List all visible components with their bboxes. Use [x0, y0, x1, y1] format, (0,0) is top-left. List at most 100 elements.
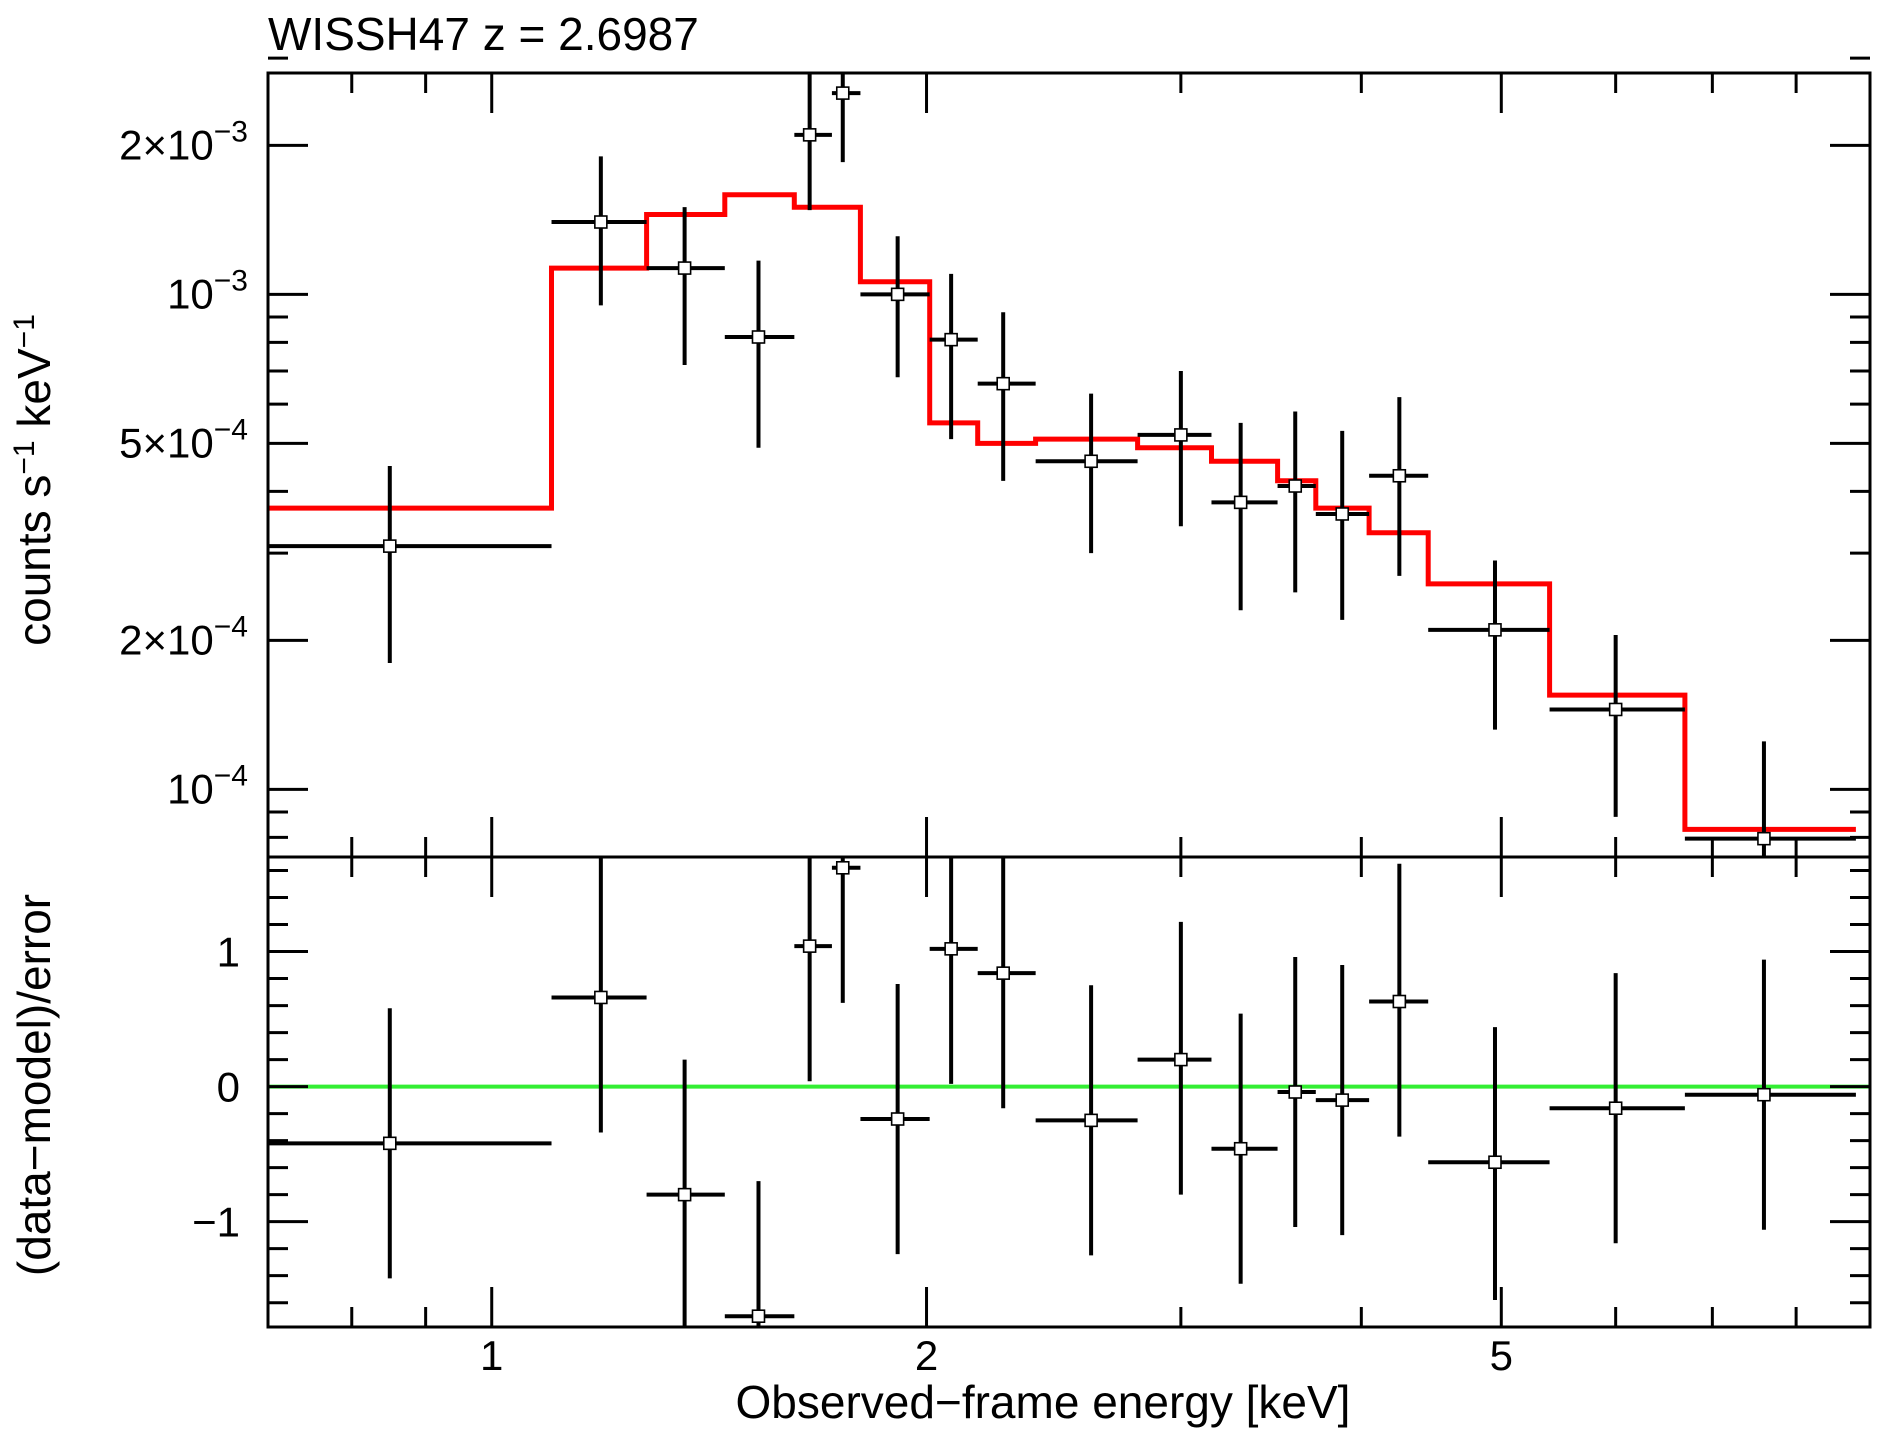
- y-tick-mantissa: 10: [167, 765, 214, 812]
- y-label-kev-exponent: −1: [8, 314, 41, 348]
- residual-point-13: [1277, 956, 1316, 1228]
- residual-point-6: [831, 857, 861, 1003]
- x-tick-label: 2: [915, 1332, 938, 1379]
- spectrum-marker: [802, 128, 817, 142]
- residual-marker: [944, 942, 958, 956]
- y-tick-label: 5×10−4: [119, 413, 248, 466]
- residual-frame: [266, 855, 1872, 1329]
- y-tick-mantissa: 2×10: [119, 616, 214, 663]
- residual-point-16: [1428, 1027, 1550, 1300]
- spectrum-marker: [594, 215, 608, 229]
- y-label-kev-unit: keV: [8, 348, 60, 440]
- data-points-layer: [268, 73, 1856, 856]
- y-tick-label: 2×10−4: [119, 610, 248, 663]
- residual-point-8: [929, 857, 978, 1084]
- residual-point-5: [794, 857, 832, 1082]
- spectrum-marker: [1174, 428, 1188, 442]
- residual-tick-label: 1: [217, 929, 240, 976]
- residual-tick-label: 0: [217, 1064, 240, 1111]
- spectrum-point-4: [724, 260, 795, 448]
- spectrum-point-16: [1428, 560, 1550, 730]
- residual-point-4: [724, 1181, 795, 1327]
- x-axis-label: Observed−frame energy [keV]: [736, 1376, 1351, 1428]
- residual-marker: [677, 1187, 692, 1202]
- spectrum-marker: [1288, 479, 1303, 493]
- residual-marker: [996, 966, 1010, 980]
- spectrum-marker: [1233, 495, 1248, 510]
- spectrum-marker: [1084, 454, 1098, 469]
- y-label-counts-unit: counts s: [8, 475, 60, 646]
- y-tick-exponent: −4: [214, 413, 248, 446]
- spectrum-marker: [382, 539, 397, 553]
- spectrum-marker: [1488, 623, 1502, 637]
- y-label-counts-exponent: −1: [8, 440, 41, 474]
- residual-marker: [1233, 1141, 1248, 1156]
- spectrum-point-13: [1277, 411, 1316, 593]
- residual-marker: [1084, 1113, 1098, 1128]
- residual-marker: [802, 939, 817, 953]
- y-tick-label: 10−3: [167, 264, 248, 317]
- residual-point-1: [268, 1008, 552, 1279]
- residual-point-9: [977, 857, 1036, 1109]
- y-tick-label: 10−4: [167, 759, 248, 812]
- spectrum-point-10: [1035, 393, 1138, 554]
- spectrum-marker: [1392, 468, 1407, 483]
- y-tick-label: 2×10−3: [119, 115, 248, 168]
- residual-tick-label: −1: [192, 1199, 240, 1246]
- spectrum-point-2: [551, 156, 647, 306]
- spectrum-marker: [1608, 702, 1623, 717]
- spectrum-point-9: [977, 312, 1036, 481]
- spectrum-point-5: [794, 73, 832, 211]
- x-tick-label: 5: [1490, 1332, 1513, 1379]
- spectrum-marker: [751, 330, 766, 344]
- residual-marker: [1608, 1101, 1623, 1116]
- spectrum-point-11: [1137, 371, 1212, 527]
- residual-point-12: [1211, 1013, 1278, 1284]
- model-layer: [268, 192, 1856, 832]
- spectrum-marker: [1757, 831, 1771, 846]
- spectrum-marker: [1335, 507, 1350, 521]
- y-tick-exponent: −3: [214, 264, 248, 297]
- spectrum-point-1: [268, 466, 552, 663]
- y-tick-exponent: −3: [214, 115, 248, 148]
- y-tick-mantissa: 2×10: [119, 121, 214, 168]
- residual-marker: [1335, 1093, 1350, 1107]
- y-tick-exponent: −4: [214, 610, 248, 643]
- residual-panel: −1 0 1: [192, 855, 1872, 1329]
- residual-axes: −1 0 1: [192, 855, 1872, 1329]
- model-step-line: [268, 192, 1856, 832]
- residual-marker: [1392, 994, 1407, 1009]
- spectrum-panel: 10−42×10−45×10−410−32×10−3: [119, 56, 1872, 859]
- residual-marker: [835, 861, 850, 875]
- residual-point-7: [860, 983, 930, 1255]
- spectrum-frame: [266, 71, 1872, 859]
- x-axis-tick-labels: 1 2 5: [480, 1332, 1513, 1379]
- spectrum-point-7: [860, 236, 930, 378]
- spectrum-point-15: [1369, 397, 1429, 576]
- residual-point-14: [1315, 965, 1370, 1236]
- spectrum-point-14: [1315, 430, 1370, 620]
- residual-point-2: [551, 857, 647, 1133]
- x-tick-label: 1: [480, 1332, 503, 1379]
- spectrum-marker: [677, 261, 692, 275]
- spectrum-y-axis-label: counts s−1 keV−1: [8, 314, 60, 646]
- spectrum-marker: [835, 86, 850, 100]
- chart-title: WISSH47 z = 2.6987: [268, 8, 699, 60]
- residual-point-18: [1684, 959, 1856, 1230]
- spectrum-point-12: [1211, 422, 1278, 611]
- y-tick-mantissa: 10: [167, 270, 214, 317]
- residual-points-layer: [268, 857, 1856, 1327]
- residual-marker: [1757, 1087, 1771, 1102]
- residual-marker: [1174, 1052, 1188, 1067]
- residual-marker: [890, 1112, 905, 1126]
- residual-marker: [751, 1309, 766, 1323]
- residual-point-17: [1549, 973, 1685, 1244]
- residual-marker: [382, 1136, 397, 1151]
- spectrum-axes: 10−42×10−45×10−410−32×10−3: [119, 56, 1872, 859]
- spectrum-point-3: [646, 207, 725, 365]
- residual-point-11: [1137, 921, 1212, 1195]
- spectrum-marker: [996, 376, 1010, 391]
- spectrum-point-18: [1684, 741, 1856, 856]
- residual-y-axis-label: (data−model)/error: [8, 894, 60, 1276]
